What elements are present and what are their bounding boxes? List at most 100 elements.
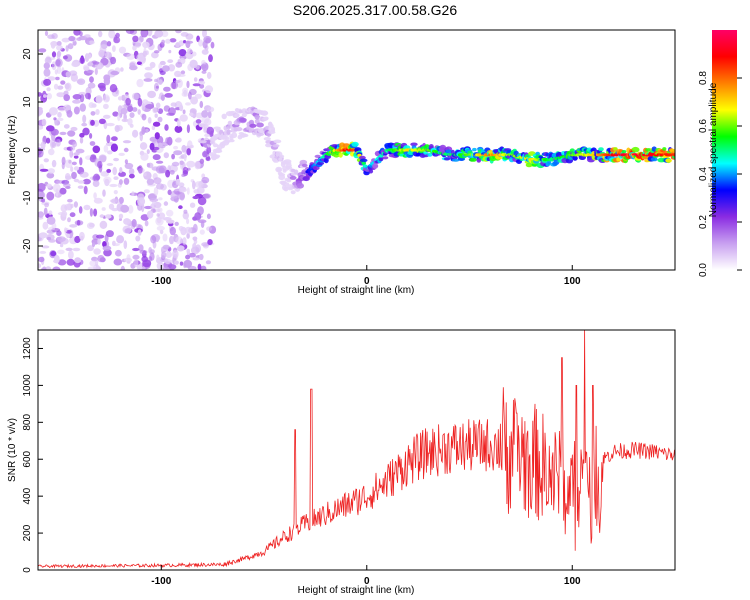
heatmap-cell (163, 201, 169, 206)
x-tick-label: -100 (151, 276, 171, 287)
heatmap-cell (190, 144, 194, 149)
heatmap-cell (162, 65, 170, 72)
heatmap-cell (105, 214, 112, 219)
heatmap-cell (351, 141, 359, 147)
heatmap-cell (159, 70, 166, 76)
heatmap-cell (183, 152, 187, 162)
heatmap-cell (182, 211, 189, 220)
heatmap-cell (103, 249, 112, 257)
heatmap-cell (73, 201, 78, 208)
heatmap-cell (139, 142, 148, 150)
heatmap-cell (56, 41, 62, 46)
heatmap-cell (164, 93, 173, 98)
heatmap-cell (662, 147, 667, 151)
heatmap-cell (169, 226, 176, 236)
heatmap-cell (122, 140, 132, 144)
heatmap-cell (205, 260, 211, 265)
heatmap-cell (64, 227, 68, 233)
heatmap-cell (171, 153, 176, 160)
colorbar-fill (712, 30, 737, 270)
heatmap-cell (141, 113, 147, 121)
heatmap-cell (372, 163, 379, 169)
snr-x-ticks: -100 0 100 (151, 565, 581, 587)
heatmap-cell (132, 254, 140, 260)
heatmap-cell (123, 218, 131, 225)
heatmap-cell (179, 187, 187, 193)
heatmap-cell (631, 146, 640, 153)
heatmap-cell (210, 140, 216, 145)
heatmap-cell (206, 146, 212, 155)
heatmap-cell (110, 143, 118, 152)
heatmap-cell (239, 117, 247, 123)
heatmap-cell (38, 211, 44, 218)
heatmap-cell (189, 112, 194, 117)
heatmap-cell (103, 103, 109, 110)
heatmap-cell (93, 119, 100, 127)
heatmap-cell (193, 77, 198, 82)
heatmap-cell (160, 94, 165, 101)
heatmap-cell (672, 153, 675, 157)
heatmap-cell (144, 66, 153, 71)
heatmap-cell (382, 156, 389, 160)
heatmap-cell (72, 99, 81, 104)
heatmap-cell (263, 116, 269, 121)
heatmap-cell (48, 148, 55, 156)
heatmap-cell (161, 39, 166, 45)
heatmap-cell (79, 157, 83, 166)
heatmap-cell (45, 266, 52, 270)
heatmap-cell (139, 132, 143, 142)
heatmap-cell (198, 123, 206, 128)
heatmap-cell (249, 123, 257, 128)
heatmap-cell (129, 65, 138, 71)
heatmap-cell (156, 183, 164, 190)
heatmap-cell (44, 30, 49, 36)
y-tick-label: 600 (22, 450, 33, 467)
heatmap-cell (525, 162, 533, 168)
heatmap-cell (137, 97, 143, 107)
heatmap-cell (120, 265, 125, 270)
heatmap-cell (99, 220, 108, 229)
heatmap-cell (197, 196, 207, 206)
heatmap-cell (43, 207, 48, 216)
snr-y-ticks: 0 200 400 600 800 1000 1200 (22, 337, 43, 573)
heatmap-cell (156, 262, 164, 270)
heatmap-cell (192, 257, 200, 261)
heatmap-cell (106, 122, 115, 127)
heatmap-cell (192, 243, 197, 250)
heatmap-cell (68, 250, 74, 260)
heatmap-cell (105, 230, 114, 238)
heatmap-cell (118, 196, 124, 204)
heatmap-cell (154, 113, 158, 118)
heatmap-cell (46, 92, 52, 100)
heatmap-cell (56, 65, 62, 74)
heatmap-cell (120, 204, 130, 213)
heatmap-cell (263, 137, 271, 141)
heatmap-cell (173, 145, 179, 150)
heatmap-cell (145, 104, 155, 109)
heatmap-cell (113, 157, 119, 162)
heatmap-x-label: Height of straight line (km) (298, 285, 415, 296)
heatmap-cell (129, 112, 135, 118)
heatmap-cell (171, 161, 180, 167)
heatmap-cell (423, 150, 428, 155)
heatmap-cell (283, 159, 292, 164)
heatmap-cell (69, 212, 76, 218)
heatmap-cell (106, 41, 112, 47)
heatmap-cell (43, 62, 50, 70)
heatmap-cell (95, 95, 103, 104)
heatmap-cell (186, 187, 190, 195)
heatmap-cell (39, 250, 47, 254)
heatmap-cell (82, 127, 90, 136)
heatmap-cell (175, 137, 182, 143)
heatmap-cell (112, 243, 120, 247)
heatmap-cell (183, 40, 187, 44)
heatmap-cell (170, 81, 179, 90)
heatmap-cell (176, 245, 185, 252)
heatmap-cell (124, 162, 134, 170)
heatmap-cell (204, 133, 210, 137)
heatmap-cell (271, 128, 276, 133)
heatmap-cell (338, 152, 343, 158)
heatmap-cell (102, 94, 110, 103)
heatmap-cell (210, 41, 215, 49)
heatmap-cell (118, 179, 123, 185)
